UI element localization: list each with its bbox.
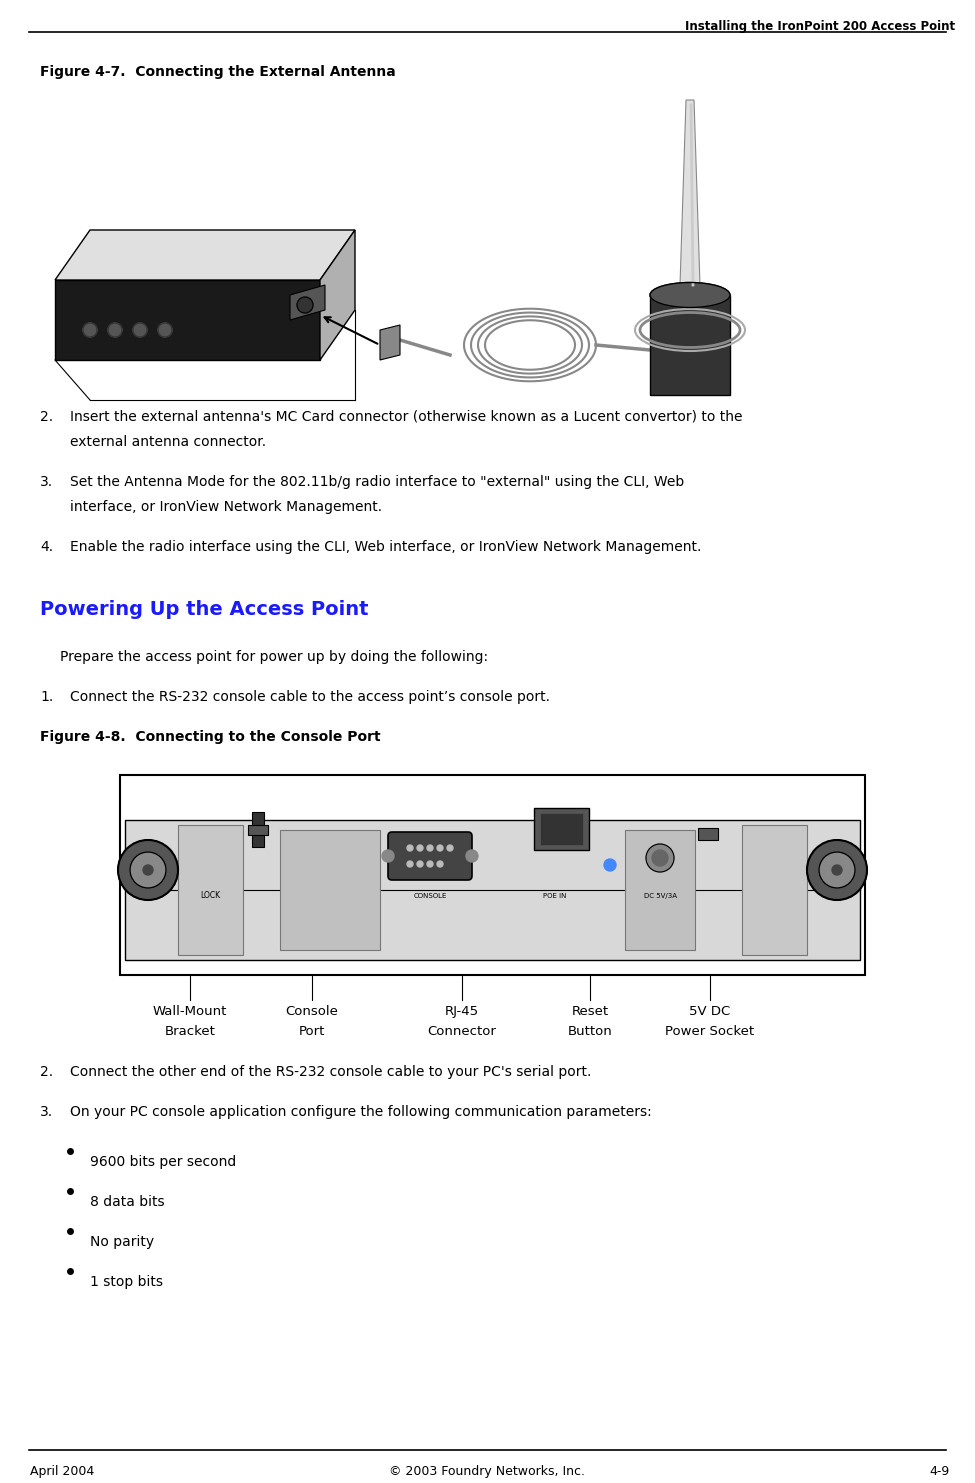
- Circle shape: [143, 865, 153, 875]
- Text: POE IN: POE IN: [543, 893, 566, 899]
- Polygon shape: [55, 280, 320, 360]
- Circle shape: [158, 323, 172, 337]
- Text: interface, or IronView Network Management.: interface, or IronView Network Managemen…: [70, 500, 382, 515]
- Polygon shape: [320, 230, 355, 360]
- FancyBboxPatch shape: [178, 825, 243, 955]
- Text: LOCK: LOCK: [200, 890, 220, 900]
- Text: 9600 bits per second: 9600 bits per second: [90, 1155, 236, 1169]
- Ellipse shape: [650, 282, 730, 307]
- Text: Figure 4-7.  Connecting the External Antenna: Figure 4-7. Connecting the External Ante…: [40, 65, 396, 79]
- Circle shape: [407, 845, 413, 851]
- Circle shape: [466, 850, 478, 862]
- Circle shape: [118, 839, 178, 900]
- Text: RJ-45: RJ-45: [445, 1005, 479, 1017]
- Polygon shape: [290, 285, 325, 320]
- Circle shape: [382, 850, 394, 862]
- Text: Prepare the access point for power up by doing the following:: Prepare the access point for power up by…: [60, 650, 488, 664]
- Polygon shape: [380, 325, 400, 360]
- Circle shape: [819, 853, 855, 888]
- FancyBboxPatch shape: [280, 830, 380, 951]
- Text: Bracket: Bracket: [165, 1025, 215, 1038]
- Circle shape: [447, 845, 453, 851]
- Text: 5V DC: 5V DC: [689, 1005, 730, 1017]
- Text: 8 data bits: 8 data bits: [90, 1195, 165, 1209]
- Circle shape: [427, 862, 433, 868]
- Text: Connect the RS-232 console cable to the access point’s console port.: Connect the RS-232 console cable to the …: [70, 690, 550, 704]
- Circle shape: [646, 844, 674, 872]
- Circle shape: [133, 323, 147, 337]
- Text: 2.: 2.: [40, 409, 53, 424]
- Text: external antenna connector.: external antenna connector.: [70, 435, 266, 449]
- Circle shape: [297, 297, 313, 313]
- Circle shape: [652, 850, 668, 866]
- FancyBboxPatch shape: [534, 808, 589, 850]
- Text: Enable the radio interface using the CLI, Web interface, or IronView Network Man: Enable the radio interface using the CLI…: [70, 540, 701, 555]
- FancyBboxPatch shape: [252, 813, 264, 847]
- Text: 3.: 3.: [40, 475, 53, 489]
- FancyBboxPatch shape: [120, 776, 865, 974]
- FancyBboxPatch shape: [388, 832, 472, 879]
- Circle shape: [832, 865, 842, 875]
- Circle shape: [427, 845, 433, 851]
- Text: 4.: 4.: [40, 540, 53, 555]
- Circle shape: [417, 845, 423, 851]
- Text: DC 5V/3A: DC 5V/3A: [644, 893, 677, 899]
- Circle shape: [407, 862, 413, 868]
- FancyBboxPatch shape: [248, 825, 268, 835]
- Text: Power Socket: Power Socket: [665, 1025, 755, 1038]
- Text: Connector: Connector: [428, 1025, 496, 1038]
- Text: No parity: No parity: [90, 1235, 154, 1249]
- Text: 1.: 1.: [40, 690, 54, 704]
- Text: Wall-Mount: Wall-Mount: [153, 1005, 227, 1017]
- Text: On your PC console application configure the following communication parameters:: On your PC console application configure…: [70, 1105, 651, 1120]
- FancyBboxPatch shape: [742, 825, 807, 955]
- FancyBboxPatch shape: [540, 813, 583, 845]
- Text: 4-9: 4-9: [930, 1465, 950, 1479]
- Polygon shape: [680, 99, 700, 285]
- Text: 2.: 2.: [40, 1065, 53, 1080]
- Text: Console: Console: [286, 1005, 338, 1017]
- Text: Reset: Reset: [571, 1005, 608, 1017]
- Text: Installing the IronPoint 200 Access Point: Installing the IronPoint 200 Access Poin…: [684, 19, 955, 33]
- Text: 3.: 3.: [40, 1105, 53, 1120]
- Polygon shape: [650, 295, 730, 394]
- Text: 1 stop bits: 1 stop bits: [90, 1275, 163, 1289]
- Text: © 2003 Foundry Networks, Inc.: © 2003 Foundry Networks, Inc.: [389, 1465, 585, 1479]
- FancyBboxPatch shape: [625, 830, 695, 951]
- Circle shape: [130, 853, 166, 888]
- Circle shape: [417, 862, 423, 868]
- Polygon shape: [55, 230, 355, 280]
- FancyBboxPatch shape: [698, 828, 718, 839]
- Text: Powering Up the Access Point: Powering Up the Access Point: [40, 601, 369, 618]
- Circle shape: [807, 839, 867, 900]
- FancyBboxPatch shape: [125, 820, 860, 960]
- Text: Connect the other end of the RS-232 console cable to your PC's serial port.: Connect the other end of the RS-232 cons…: [70, 1065, 592, 1080]
- Text: Insert the external antenna's MC Card connector (otherwise known as a Lucent con: Insert the external antenna's MC Card co…: [70, 409, 743, 424]
- Text: April 2004: April 2004: [30, 1465, 95, 1479]
- Text: Button: Button: [567, 1025, 612, 1038]
- Circle shape: [604, 859, 616, 871]
- Circle shape: [437, 845, 443, 851]
- Circle shape: [437, 862, 443, 868]
- Circle shape: [83, 323, 97, 337]
- Text: Port: Port: [298, 1025, 326, 1038]
- Text: CONSOLE: CONSOLE: [413, 893, 447, 899]
- Circle shape: [108, 323, 122, 337]
- Text: Set the Antenna Mode for the 802.11b/g radio interface to "external" using the C: Set the Antenna Mode for the 802.11b/g r…: [70, 475, 684, 489]
- Text: Figure 4-8.  Connecting to the Console Port: Figure 4-8. Connecting to the Console Po…: [40, 730, 380, 744]
